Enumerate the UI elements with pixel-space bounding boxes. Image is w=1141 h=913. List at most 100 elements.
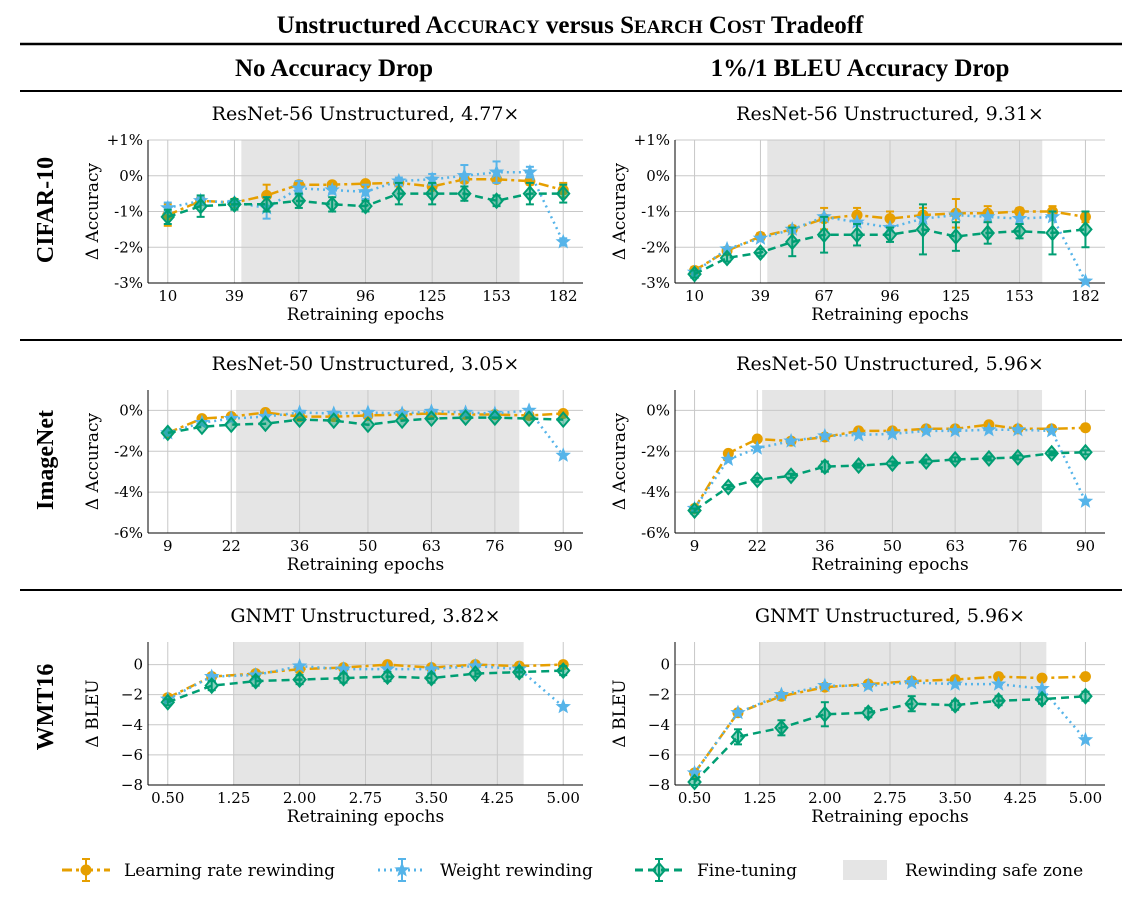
y-tick-label: -2% [641,238,670,256]
chart-panel-4: -6% -4% -2% 0% 9 22 36 50 63 76 90 ResNet-50 Unstru… [610,353,1105,575]
data-point [1077,731,1094,747]
chart-panel-3: -6% -4% -2% 0% 9 22 36 50 63 76 90 ResNet-50 Unstru… [83,353,583,575]
x-tick-label: 153 [482,287,511,305]
x-tick-label: 9 [690,537,700,555]
x-tick-label: 63 [422,537,441,555]
x-tick-label: 2.75 [873,789,906,807]
y-tick-label: −6 [648,746,670,764]
x-tick-label: 67 [289,287,308,305]
y-tick-label: -3% [114,274,143,292]
series-line [167,664,565,708]
legend-marker [651,861,667,879]
series-line [693,675,1086,774]
data-point [555,233,571,249]
x-tick-label: 90 [554,537,573,555]
series-line [167,416,564,435]
x-tick-label: 1.25 [743,789,776,807]
x-tick-label: 10 [685,287,704,305]
row-label-cifar10: CIFAR-10 [33,157,59,263]
data-point [687,265,702,283]
data-point [817,677,833,693]
data-point [720,451,737,467]
data-point [687,501,702,520]
data-point [326,412,342,430]
series-line [167,663,564,699]
data-point [194,414,210,430]
data-point [1079,422,1091,434]
data-point [1010,421,1026,437]
data-point [817,458,833,476]
y-tick-label: -1% [114,203,143,221]
x-tick-label: 3.50 [938,789,971,807]
x-tick-label: 125 [418,287,447,305]
y-tick-label: 0% [646,167,670,185]
x-tick-label: 153 [1005,287,1034,305]
data-point [990,676,1007,691]
x-tick-label: 125 [942,287,971,305]
legend-item-ft: Fine-tuning [635,858,797,882]
data-point [849,226,865,244]
legend-marker [80,864,92,876]
y-tick-label: −2 [648,686,670,704]
data-point [749,471,765,489]
y-tick-label: −4 [648,716,670,734]
data-point [1034,690,1050,708]
data-point [555,447,571,462]
x-tick-label: 5.00 [547,789,580,807]
data-point [948,206,964,222]
data-point [1012,222,1027,240]
x-tick-label: 0.50 [151,789,184,807]
x-tick-label: 36 [815,537,834,555]
data-point [918,422,934,438]
data-point [424,410,439,428]
legend-label: Learning rate rewinding [124,861,335,881]
data-point [160,424,176,442]
data-point [884,425,901,441]
data-point [292,411,307,429]
chart-panel-6: −8 −6 −4 −2 0 0.50 1.25 2.00 2.75 3.50 4.25 5.00 GNM… [610,605,1105,827]
y-tick-label: -4% [114,483,143,501]
series-ft [160,181,571,226]
x-tick-label: 50 [883,537,902,555]
y-tick-label: −2 [121,686,143,704]
data-point [1045,224,1060,242]
y-tick-label: 0% [119,167,143,185]
chart-panel-5: −8 −6 −4 −2 0 0.50 1.25 2.00 2.75 3.50 4.25 5.00 GNM… [83,605,583,827]
data-point [424,669,439,687]
x-tick-label: 39 [225,287,244,305]
y-axis-label: Δ Accuracy [83,412,103,510]
data-point [456,167,473,183]
series-ft [160,662,571,711]
data-point [980,224,996,242]
x-tick-label: 50 [358,537,377,555]
data-point [522,164,538,179]
data-point [194,418,210,436]
data-point [489,192,504,210]
legend-label: Weight rewinding [440,861,593,881]
legend-item-lr: Learning rate rewinding [62,858,335,882]
data-point [521,402,537,417]
data-point [380,668,395,686]
y-axis-label: Δ Accuracy [610,412,630,510]
data-point [360,404,376,420]
data-point [227,195,242,213]
y-tick-label: -6% [114,524,143,542]
data-point [291,657,308,673]
x-axis-label: Retraining epochs [287,305,444,325]
series-line [693,681,1087,774]
safe-zone-band [236,390,520,533]
figure-title: Unstructured ACCURACY versus SEARCH COST… [277,12,864,39]
data-point [457,185,472,203]
data-point [291,192,307,210]
data-point [947,450,963,468]
legend-swatch [843,860,887,880]
data-point [749,440,765,455]
y-tick-label: 0 [133,656,143,674]
data-point [1077,273,1094,288]
data-point [918,452,934,471]
data-point [468,665,483,683]
data-point [730,704,746,720]
legend-label: Rewinding safe zone [905,861,1083,881]
x-tick-label: 2.00 [808,789,841,807]
x-tick-label: 96 [880,287,899,305]
